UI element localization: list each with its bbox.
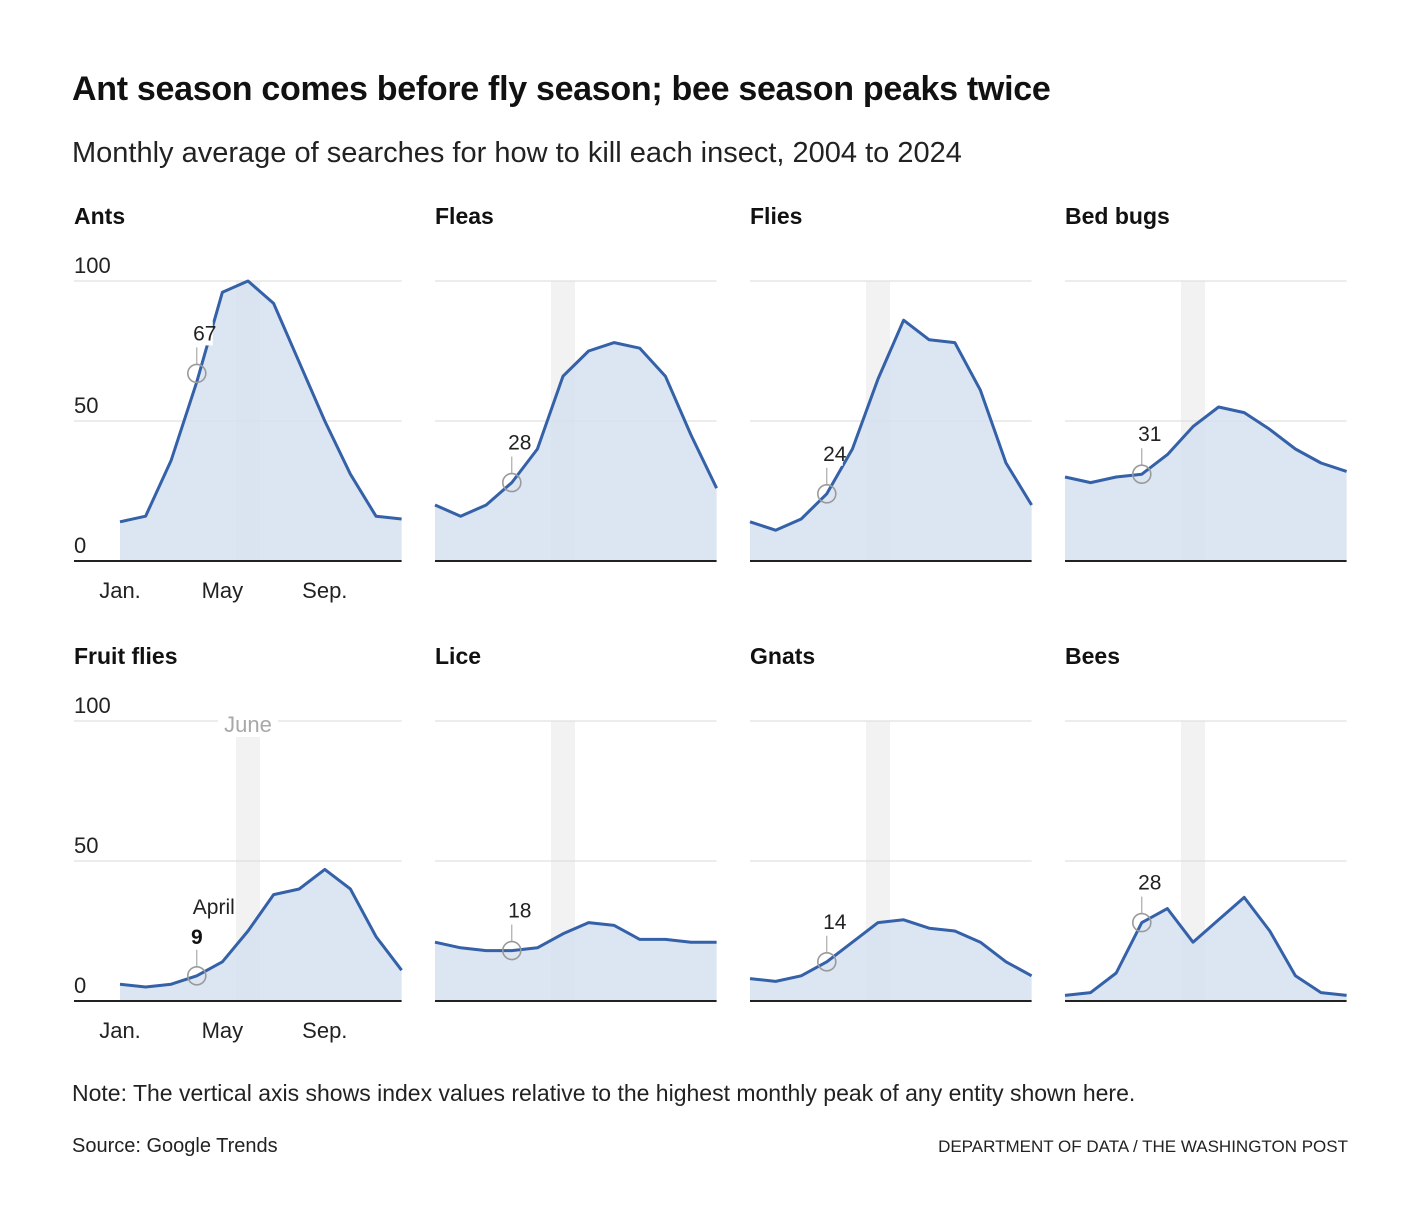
panel-title: Gnats [750, 643, 815, 669]
june-label: June [224, 712, 272, 737]
y-tick-label: 0 [74, 973, 86, 998]
series-area [435, 342, 717, 561]
series-line [1064, 405, 1348, 485]
series-line [1064, 895, 1347, 997]
panel-title: Fleas [435, 203, 494, 229]
marker-value-label: 18 [508, 900, 531, 923]
marker-value-label: 14 [823, 911, 847, 934]
y-tick-label: 0 [74, 533, 86, 558]
panel-bed-bugs: Bed bugs 31 [1064, 203, 1348, 562]
panel-flies: Flies 24 [749, 203, 1033, 562]
y-tick-label: 100 [74, 693, 111, 718]
series-line [119, 279, 402, 524]
marker-label-bg [810, 909, 843, 934]
chart-credit: DEPARTMENT OF DATA / THE WASHINGTON POST [938, 1137, 1348, 1156]
marker-label-bg [810, 441, 843, 466]
marker-circle [816, 483, 837, 504]
series-line [434, 341, 718, 518]
marker-value-label: 28 [508, 432, 531, 455]
series-area [750, 320, 1032, 561]
chart-subtitle: Monthly average of searches for how to k… [72, 137, 962, 169]
marker-label-bg [495, 898, 528, 923]
marker-circle [1132, 464, 1152, 485]
marker-circle [501, 472, 522, 493]
series-area [120, 281, 402, 561]
marker-circle [187, 965, 207, 986]
x-tick-label: Jan. [99, 578, 141, 603]
marker-prefix-label: April [193, 896, 235, 919]
marker-circle [816, 951, 837, 972]
panel-title: Flies [750, 203, 802, 229]
panel-title: Bees [1065, 643, 1120, 669]
panel-ants: Ants 0 50 100 Jan. May Sep. 67 [74, 203, 402, 603]
series-area [120, 869, 402, 1001]
marker-value-label: 28 [1138, 872, 1161, 895]
y-tick-label: 100 [74, 253, 111, 278]
marker-value-label: 9 [191, 926, 203, 949]
marker-circle [501, 940, 522, 961]
y-tick-label: 50 [74, 393, 98, 418]
marker-label-bg [495, 430, 528, 455]
series-area [435, 922, 717, 1001]
series-line [119, 867, 403, 989]
chart-title: Ant season comes before fly season; bee … [72, 70, 1051, 108]
series-line [434, 921, 717, 953]
series-area [1065, 407, 1347, 561]
marker-circle [187, 363, 207, 384]
june-label-bg [218, 713, 278, 737]
chart-source: Source: Google Trends [72, 1135, 278, 1157]
x-tick-label: May [202, 578, 244, 603]
panel-bees: Bees 28 [1064, 643, 1347, 1002]
series-line [749, 318, 1033, 532]
series-area [1065, 897, 1347, 1001]
panel-gnats: Gnats 14 [749, 643, 1033, 1002]
chart-note: Note: The vertical axis shows index valu… [72, 1080, 1136, 1106]
panel-title: Ants [74, 203, 125, 229]
x-tick-label: May [202, 1018, 244, 1043]
panel-title: Bed bugs [1065, 203, 1170, 229]
x-tick-label: Sep. [302, 1018, 347, 1043]
marker-label-bg [1125, 870, 1158, 895]
series-line [749, 918, 1033, 983]
y-tick-label: 50 [74, 833, 98, 858]
marker-value-label: 67 [193, 322, 216, 345]
panel-fleas: Fleas 28 [434, 203, 718, 562]
x-tick-label: Jan. [99, 1018, 141, 1043]
x-tick-label: Sep. [302, 578, 347, 603]
panel-title: Fruit flies [74, 643, 178, 669]
marker-value-label: 31 [1138, 423, 1161, 446]
marker-label-bg [1125, 422, 1158, 447]
marker-label-bg [180, 321, 213, 346]
panel-fruit-flies: Fruit flies 0 50 100 Jan. May Sep. June April 9 [74, 643, 403, 1043]
marker-circle [1132, 912, 1152, 933]
panel-lice: Lice 18 [434, 643, 717, 1002]
panel-title: Lice [435, 643, 481, 669]
marker-value-label: 24 [823, 443, 847, 466]
series-area [750, 919, 1032, 1001]
